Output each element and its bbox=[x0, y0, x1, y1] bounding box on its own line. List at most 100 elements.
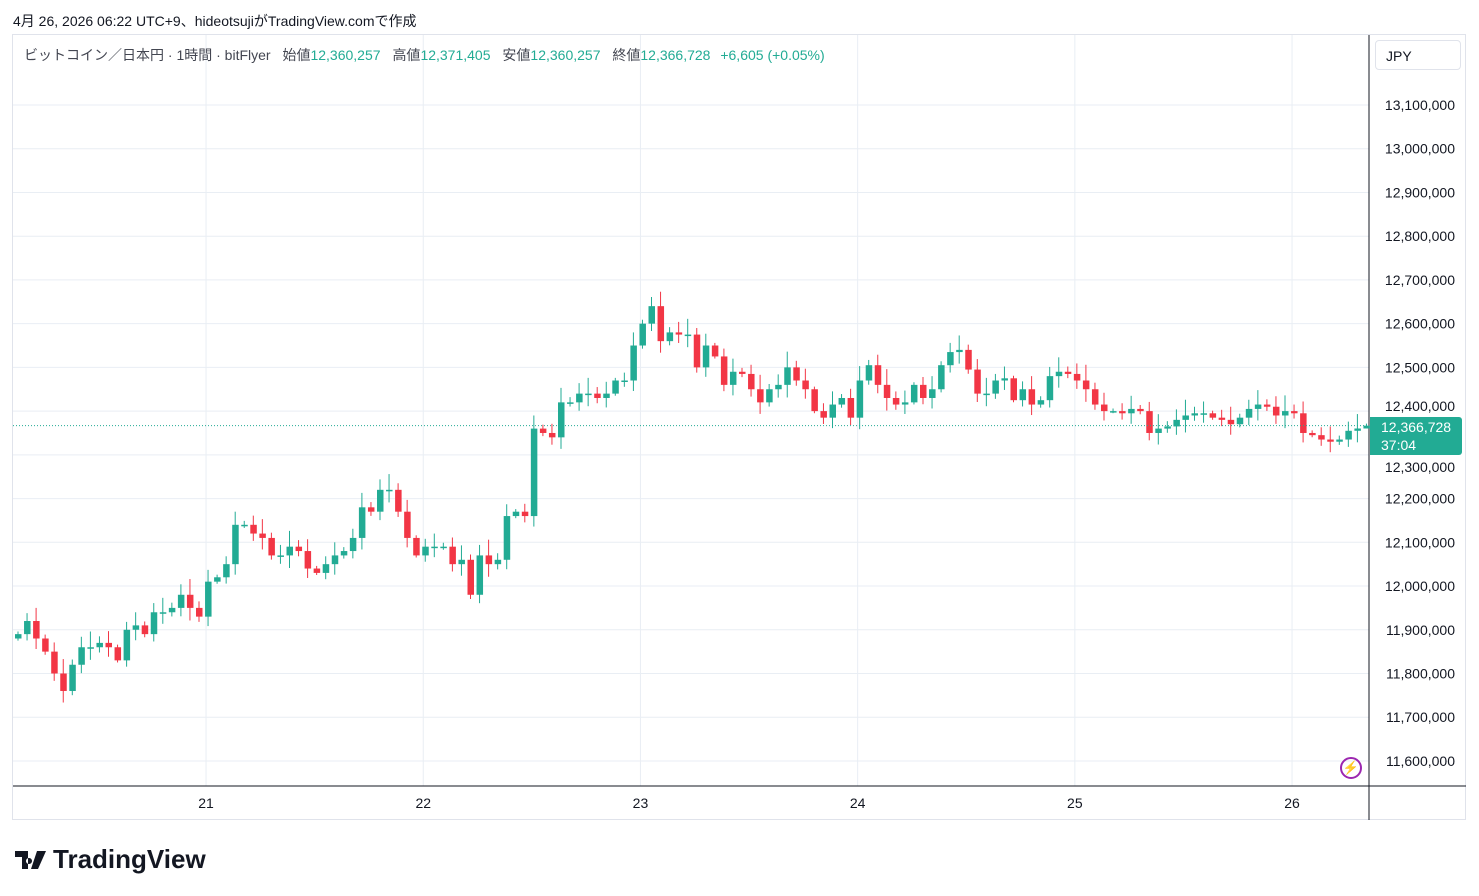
candle bbox=[775, 374, 782, 398]
candle bbox=[965, 344, 972, 374]
candle-body bbox=[1082, 380, 1090, 390]
candle bbox=[612, 377, 619, 396]
candle-body bbox=[630, 345, 637, 381]
candle bbox=[838, 394, 846, 408]
candle bbox=[78, 636, 85, 674]
x-tick-label: 24 bbox=[850, 795, 866, 811]
candle-body bbox=[440, 546, 447, 549]
candle bbox=[594, 387, 601, 404]
candle-body bbox=[223, 564, 230, 578]
candle-body bbox=[1272, 406, 1280, 416]
candle-body bbox=[938, 365, 945, 390]
candle bbox=[684, 318, 692, 348]
candle bbox=[947, 342, 954, 373]
candle bbox=[874, 354, 882, 394]
candle-body bbox=[766, 389, 773, 403]
x-tick-label: 25 bbox=[1067, 795, 1083, 811]
candle-body bbox=[33, 621, 40, 639]
candle bbox=[729, 358, 737, 396]
candle-body bbox=[241, 524, 248, 527]
open-value: 12,360,257 bbox=[310, 47, 381, 63]
y-tick-label: 12,300,000 bbox=[1385, 459, 1455, 475]
candle-body bbox=[947, 352, 954, 366]
candle bbox=[277, 544, 284, 564]
candle bbox=[1091, 382, 1099, 410]
candle bbox=[223, 556, 230, 584]
candle-body bbox=[313, 568, 321, 573]
candle bbox=[177, 584, 185, 617]
candle bbox=[51, 642, 58, 681]
candle bbox=[1254, 390, 1262, 421]
tv-logo-icon bbox=[15, 850, 46, 869]
candle-body bbox=[1363, 425, 1370, 429]
candle bbox=[395, 483, 402, 517]
currency-button[interactable]: JPY bbox=[1375, 40, 1461, 70]
candle-body bbox=[340, 551, 348, 556]
candle-body bbox=[929, 389, 936, 398]
candle-body bbox=[1164, 426, 1171, 429]
candle-body bbox=[150, 612, 158, 635]
candle-body bbox=[1200, 413, 1208, 415]
candle-body bbox=[1001, 378, 1008, 381]
candle-body bbox=[114, 647, 122, 661]
candle-body bbox=[1010, 378, 1017, 401]
y-tick-label: 12,800,000 bbox=[1385, 228, 1455, 244]
close-label: 終値 bbox=[612, 47, 641, 63]
candle bbox=[358, 492, 366, 550]
candle-body bbox=[123, 629, 131, 661]
candle bbox=[811, 386, 818, 414]
y-tick-label: 13,000,000 bbox=[1385, 141, 1455, 157]
tradingview-logo[interactable]: TradingView bbox=[15, 844, 206, 875]
candle bbox=[494, 553, 502, 570]
candle bbox=[458, 545, 465, 576]
candle bbox=[983, 377, 990, 407]
candle bbox=[938, 361, 945, 393]
candle-body bbox=[105, 642, 112, 648]
candle bbox=[304, 539, 312, 578]
candle-body bbox=[413, 537, 420, 556]
candle-body bbox=[603, 393, 610, 398]
candle bbox=[766, 383, 773, 407]
candle bbox=[1173, 409, 1180, 435]
candle-body bbox=[648, 306, 655, 324]
candle bbox=[1200, 401, 1208, 423]
candle-body bbox=[883, 384, 891, 398]
candle bbox=[1354, 414, 1361, 443]
candle-body bbox=[232, 524, 239, 565]
candle-body bbox=[847, 397, 855, 418]
lightning-icon[interactable]: ⚡ bbox=[1340, 757, 1362, 779]
candle-body bbox=[331, 555, 339, 565]
candle bbox=[820, 403, 827, 424]
candle-body bbox=[259, 533, 266, 538]
y-tick-label: 13,100,000 bbox=[1385, 97, 1455, 113]
candle-body bbox=[974, 369, 981, 394]
brand-name: TradingView bbox=[53, 844, 206, 874]
candle bbox=[1110, 408, 1117, 414]
candle-body bbox=[15, 634, 22, 639]
current-price-value: 12,366,728 bbox=[1381, 419, 1452, 435]
candle-body bbox=[802, 380, 809, 390]
candle bbox=[349, 528, 357, 559]
candle-body bbox=[159, 612, 167, 614]
candle bbox=[268, 532, 275, 560]
candle bbox=[1155, 414, 1162, 445]
y-tick-label: 12,600,000 bbox=[1385, 316, 1455, 332]
candle bbox=[413, 535, 420, 558]
candle-body bbox=[1309, 432, 1316, 436]
candle bbox=[567, 397, 574, 407]
candle-body bbox=[1028, 389, 1036, 405]
candle bbox=[1101, 392, 1108, 421]
low-label: 安値 bbox=[502, 47, 531, 63]
candle bbox=[702, 333, 710, 377]
y-tick-label: 12,500,000 bbox=[1385, 359, 1455, 375]
candle bbox=[1064, 366, 1072, 379]
y-tick-label: 12,700,000 bbox=[1385, 272, 1455, 288]
candle-body bbox=[51, 651, 58, 674]
candle bbox=[431, 533, 438, 558]
candle-body bbox=[675, 332, 683, 335]
chart-frame bbox=[12, 34, 1466, 820]
candle bbox=[1037, 396, 1045, 408]
candle bbox=[748, 364, 755, 397]
symbol-label: ビットコイン／日本円 · 1時間 · bitFlyer bbox=[24, 47, 271, 63]
